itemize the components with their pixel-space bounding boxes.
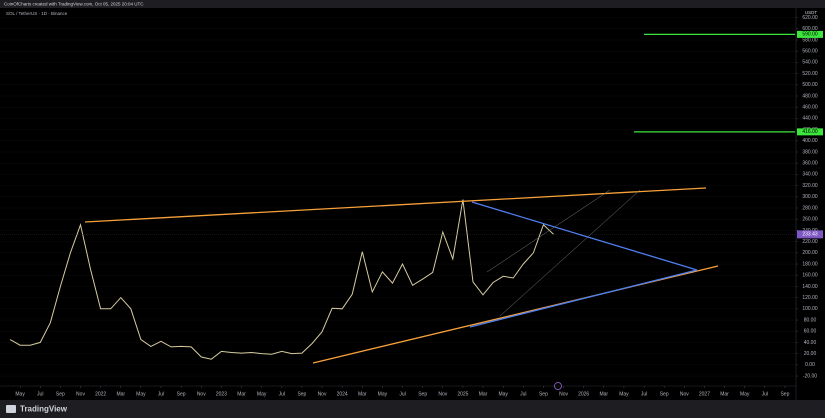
x-tick-label: 2023 [216, 391, 227, 397]
x-tick-label: Jul [158, 391, 164, 397]
y-tick-label: 540.00 [802, 60, 818, 66]
y-tick-label: 620.00 [802, 15, 818, 21]
x-tick-label: May [740, 391, 750, 397]
y-tick-label: 80.00 [804, 317, 817, 323]
x-tick-label: May [619, 391, 629, 397]
x-tick-label: Sep [297, 391, 306, 397]
price-level-tag [797, 30, 823, 38]
x-tick-label: Nov [197, 391, 206, 397]
y-tick-label: 300.00 [802, 194, 818, 200]
x-tick-label: Mar [720, 391, 729, 397]
axis-unit: USDT [805, 10, 818, 15]
x-tick-label: 2022 [95, 391, 106, 397]
y-tick-label: 200.00 [802, 250, 818, 256]
y-tick-label: 580.00 [802, 37, 818, 43]
x-tick-label: May [378, 391, 388, 397]
x-tick-label: Nov [680, 391, 689, 397]
y-tick-label: 280.00 [802, 205, 818, 211]
x-tick-label: Jul [641, 391, 647, 397]
trendline [471, 201, 698, 271]
y-tick-label: 20.00 [804, 351, 817, 357]
y-tick-label: 120.00 [802, 295, 818, 301]
x-tick-label: 2027 [699, 391, 710, 397]
y-tick-label: 500.00 [802, 82, 818, 88]
bottom-bar [0, 400, 825, 418]
x-tick-label: Mar [237, 391, 246, 397]
x-tick-label: Mar [599, 391, 608, 397]
x-tick-label: Mar [358, 391, 367, 397]
x-tick-label: 2026 [578, 391, 589, 397]
y-tick-label: 0.00 [805, 362, 815, 368]
y-tick-label: 480.00 [802, 93, 818, 99]
y-tick-label: 160.00 [802, 273, 818, 279]
x-tick-label: Sep [56, 391, 65, 397]
y-tick-label: 180.00 [802, 261, 818, 267]
x-tick-label: Nov [76, 391, 85, 397]
y-tick-label: 380.00 [802, 149, 818, 155]
x-tick-label: Sep [539, 391, 548, 397]
x-tick-label: May [257, 391, 267, 397]
channel-line [499, 189, 641, 317]
logo-icon [6, 405, 16, 413]
x-tick-label: 2024 [337, 391, 348, 397]
trendline [84, 187, 707, 223]
price-line [9, 199, 554, 360]
x-tick-label: May [498, 391, 508, 397]
x-tick-label: Sep [660, 391, 669, 397]
y-tick-label: 460.00 [802, 105, 818, 111]
y-tick-label: 440.00 [802, 116, 818, 122]
y-tick-label: 60.00 [804, 329, 817, 335]
x-tick-label: 2025 [457, 391, 468, 397]
y-tick-label: 100.00 [802, 306, 818, 312]
y-tick-label: -20.00 [803, 373, 817, 379]
x-tick-label: Sep [418, 391, 427, 397]
x-tick-label: Jul [520, 391, 526, 397]
last-price-label: 233.43 [802, 232, 818, 238]
trendline [469, 269, 698, 328]
top-bar [0, 0, 825, 8]
y-tick-label: 600.00 [802, 26, 818, 32]
x-tick-label: Mar [479, 391, 488, 397]
price-level-label: 416.00 [802, 129, 818, 135]
price-level-label: 590.00 [802, 32, 818, 38]
y-tick-label: 260.00 [802, 217, 818, 223]
price-level-tag [797, 128, 823, 136]
watermark: CoinOfCharts created with TradingView.co… [4, 2, 144, 7]
x-tick-label: Nov [559, 391, 568, 397]
y-tick-label: 520.00 [802, 71, 818, 77]
channel-line [486, 189, 611, 273]
x-tick-label: Sep [177, 391, 186, 397]
y-tick-label: 560.00 [802, 49, 818, 55]
x-tick-label: Nov [318, 391, 327, 397]
last-price-tag [797, 230, 823, 239]
y-tick-label: 340.00 [802, 172, 818, 178]
brand: TradingView [20, 405, 68, 414]
x-tick-label: Nov [438, 391, 447, 397]
y-tick-label: 40.00 [804, 340, 817, 346]
x-tick-label: Sep [780, 391, 789, 397]
y-tick-label: 400.00 [802, 138, 818, 144]
symbol-title: SOL / TetherUS · 1D · Binance [6, 11, 68, 16]
x-tick-label: Mar [116, 391, 125, 397]
x-tick-label: Jul [762, 391, 768, 397]
x-tick-label: May [136, 391, 146, 397]
x-tick-label: May [15, 391, 25, 397]
x-tick-label: Jul [399, 391, 405, 397]
y-tick-label: 320.00 [802, 183, 818, 189]
y-tick-label: 360.00 [802, 161, 818, 167]
x-tick-label: Jul [279, 391, 285, 397]
y-tick-label: 140.00 [802, 284, 818, 290]
x-tick-label: Jul [37, 391, 43, 397]
event-icon[interactable] [554, 382, 562, 390]
y-tick-label: 220.00 [802, 239, 818, 245]
